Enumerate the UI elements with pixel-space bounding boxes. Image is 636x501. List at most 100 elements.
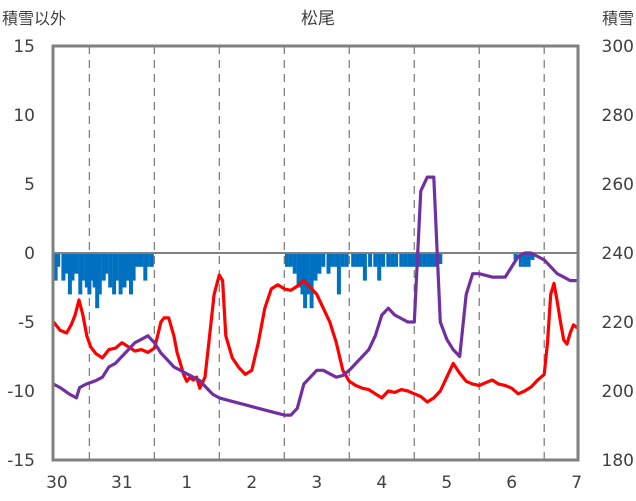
left-y-tick-label: -10 <box>7 382 35 402</box>
x-tick-label: 2 <box>246 473 257 493</box>
precipitation-bar <box>80 253 85 281</box>
right-y-tick-label: 240 <box>602 244 634 264</box>
precipitation-bar <box>112 253 117 295</box>
precipitation-bar <box>67 253 72 295</box>
precipitation-bar <box>143 253 148 281</box>
precipitation-bar <box>122 253 127 288</box>
precipitation-bar <box>61 253 66 281</box>
precipitation-bar <box>92 253 97 288</box>
precipitation-bar <box>108 253 113 288</box>
precipitation-bar <box>149 253 154 267</box>
precipitation-bar <box>359 253 363 267</box>
right-y-tick-label: 300 <box>602 37 634 57</box>
precipitation-bar <box>84 253 89 288</box>
x-tick-label: 5 <box>441 473 452 493</box>
precipitation-bar <box>344 253 349 267</box>
precipitation-bar <box>90 253 94 281</box>
right-y-tick-label: 180 <box>602 451 634 471</box>
right-y-tick-label: 200 <box>602 382 634 402</box>
precipitation-bar <box>309 253 314 309</box>
right-y-tick-label: 220 <box>602 313 634 333</box>
right-axis-label: 積雪 <box>602 9 634 28</box>
precipitation-bar <box>284 253 289 267</box>
precipitation-bar <box>74 253 79 274</box>
precipitation-bar <box>386 253 391 267</box>
right-y-tick-label: 280 <box>602 106 634 126</box>
precipitation-bar <box>336 253 341 295</box>
temperature-line <box>51 273 579 404</box>
left-y-tick-label: 10 <box>13 106 35 126</box>
left-y-tick-label: 0 <box>24 244 35 264</box>
precipitation-bar <box>296 253 301 288</box>
plot-frame <box>51 44 580 462</box>
precipitation-bar <box>334 253 339 267</box>
precipitation-bar <box>129 253 133 295</box>
precipitation-bar <box>381 253 386 267</box>
precipitation-bar <box>407 253 412 267</box>
x-tick-label: 1 <box>181 473 192 493</box>
precipitation-bar <box>300 253 305 295</box>
precipitation-bar <box>530 253 535 260</box>
right-y-tick-labels: 300 280 260 240 220 200 180 <box>602 37 634 471</box>
x-tick-label: 6 <box>506 473 517 493</box>
x-tick-label: 7 <box>571 473 582 493</box>
precipitation-bar <box>326 253 331 274</box>
precipitation-bar <box>426 253 431 267</box>
left-y-tick-label: -5 <box>18 313 35 333</box>
precipitation-bar <box>368 253 373 267</box>
precipitation-bar <box>145 253 150 267</box>
precipitation-bar <box>430 253 435 267</box>
precipitation-bar <box>53 253 58 281</box>
precipitation-bar <box>411 253 415 267</box>
left-y-tick-label: 15 <box>13 37 35 57</box>
precipitation-bar <box>95 253 100 309</box>
precipitation-bar <box>373 253 378 267</box>
precipitation-bar <box>87 253 92 295</box>
x-tick-label: 3 <box>311 473 322 493</box>
x-tick-label: 30 <box>46 473 68 493</box>
left-y-tick-labels: 15 10 5 0 -5 -10 -15 <box>7 37 35 471</box>
precipitation-bar <box>418 253 423 267</box>
precipitation-bar <box>377 253 382 281</box>
precipitation-bar <box>355 253 360 267</box>
snow-depth-line <box>51 175 579 417</box>
left-y-tick-label: -15 <box>7 451 35 471</box>
precipitation-bar <box>351 253 356 267</box>
precipitation-bar <box>317 253 322 274</box>
precipitation-bar <box>422 253 427 267</box>
precipitation-bar <box>394 253 399 267</box>
precipitation-bar <box>97 253 102 295</box>
precipitation-bar <box>313 253 318 281</box>
precipitation-bar <box>70 253 75 281</box>
left-axis-label: 積雪以外 <box>2 9 66 28</box>
precipitation-bar <box>526 253 531 267</box>
x-tick-labels: 303112345678 <box>46 473 582 493</box>
precipitation-bar <box>513 253 518 260</box>
precipitation-bars <box>53 253 535 309</box>
precipitation-bar <box>125 253 130 281</box>
precipitation-bar <box>101 253 106 281</box>
left-y-tick-label: 5 <box>24 175 35 195</box>
right-y-tick-label: 260 <box>602 175 634 195</box>
precipitation-bar <box>292 253 297 274</box>
precipitation-bar <box>139 253 144 267</box>
precipitation-bar <box>56 253 61 267</box>
precipitation-bar <box>362 253 367 281</box>
x-tick-label: 31 <box>111 473 133 493</box>
precipitation-bar <box>403 253 408 267</box>
precipitation-bar <box>330 253 335 267</box>
precipitation-bar <box>399 253 404 267</box>
chart-title: 松尾 <box>301 9 335 29</box>
precipitation-bar <box>340 253 345 267</box>
precipitation-bar <box>305 253 310 295</box>
precipitation-bar <box>390 253 395 267</box>
precipitation-bar <box>114 253 119 281</box>
precipitation-bar <box>135 253 140 267</box>
precipitation-bar <box>321 253 326 267</box>
precipitation-bar <box>78 253 83 295</box>
precipitation-bar <box>118 253 123 295</box>
precipitation-bar <box>522 253 527 267</box>
precipitation-bar <box>288 253 293 267</box>
precipitation-bar <box>64 253 68 274</box>
